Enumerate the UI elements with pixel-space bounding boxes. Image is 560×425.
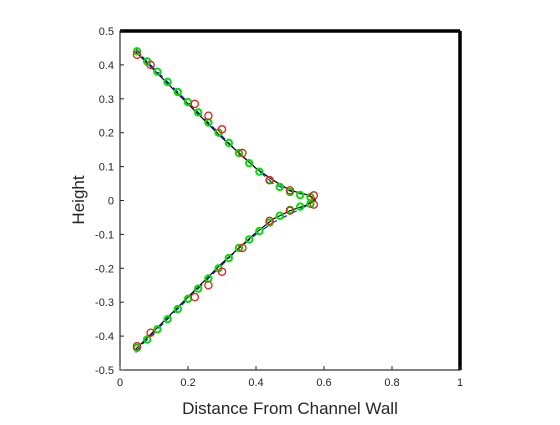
x-tick-label: 0.2 [180, 377, 195, 389]
x-tick-label: 0.4 [248, 377, 263, 389]
green-data-point [245, 235, 254, 244]
green-data-point [275, 182, 284, 192]
red-data-point [238, 148, 247, 158]
y-tick-label: -0.2 [95, 263, 114, 275]
y-tick-label: 0.3 [99, 94, 114, 106]
x-tick-label: 0 [117, 377, 123, 389]
y-tick-label: 0.4 [99, 60, 114, 72]
green-data-point [296, 202, 305, 211]
y-tick-label: -0.1 [95, 229, 114, 241]
green-data-point [255, 226, 264, 236]
green-data-point [255, 167, 264, 176]
green-data-point [143, 335, 152, 344]
red-data-point [217, 125, 227, 134]
y-tick-label: 0 [108, 196, 114, 208]
x-axis-label: Distance From Channel Wall [182, 399, 398, 418]
y-tick-label: -0.3 [95, 297, 114, 309]
red-data-point [204, 111, 213, 121]
x-tick-label: 1 [457, 377, 463, 389]
green-data-point [296, 190, 305, 200]
green-data-point [163, 77, 172, 87]
series-layer [132, 47, 319, 354]
red-data-point [217, 267, 227, 276]
green-data-point [224, 253, 234, 263]
red-data-point [309, 191, 319, 200]
green-data-point [132, 47, 142, 56]
green-data-point [245, 159, 254, 168]
red-data-point [190, 292, 200, 302]
red-data-point [204, 280, 213, 290]
green-data-point [234, 148, 244, 158]
red-data-point [146, 328, 155, 337]
y-tick-label: -0.5 [95, 365, 114, 377]
green-data-point [275, 211, 284, 220]
red-data-point [132, 342, 142, 351]
red-data-point [309, 200, 319, 209]
red-data-point [190, 99, 200, 109]
y-axis-ticks: -0.5 -0.4 -0.3 -0.2 -0.1 0 0.1 0.2 0.3 0.4 0.5 [95, 26, 124, 377]
red-data-point [265, 175, 274, 185]
red-data-point [285, 206, 295, 215]
y-axis-label: Height [69, 175, 88, 224]
red-data-point [146, 60, 155, 70]
y-tick-label: 0.2 [99, 128, 114, 140]
x-axis-ticks: 0 0.2 0.4 0.6 0.8 1 [117, 366, 463, 389]
red-data-point [238, 243, 247, 253]
y-tick-label: 0.5 [99, 26, 114, 38]
red-data-point [265, 216, 274, 226]
green-data-point [163, 314, 172, 324]
green-data-point [194, 284, 203, 293]
red-data-point [132, 50, 142, 59]
green-data-point [234, 243, 244, 253]
green-data-point [194, 108, 203, 117]
x-tick-label: 0.6 [316, 377, 331, 389]
green-data-point [173, 87, 183, 97]
y-tick-label: -0.4 [95, 331, 114, 343]
y-tick-label: 0.1 [99, 162, 114, 174]
green-data-point [153, 67, 162, 76]
green-data-point [153, 325, 162, 334]
x-tick-label: 0.8 [384, 377, 399, 389]
red-data-point [285, 186, 295, 195]
green-data-point [173, 304, 183, 314]
plot-background [120, 31, 460, 370]
green-data-point [224, 138, 234, 148]
